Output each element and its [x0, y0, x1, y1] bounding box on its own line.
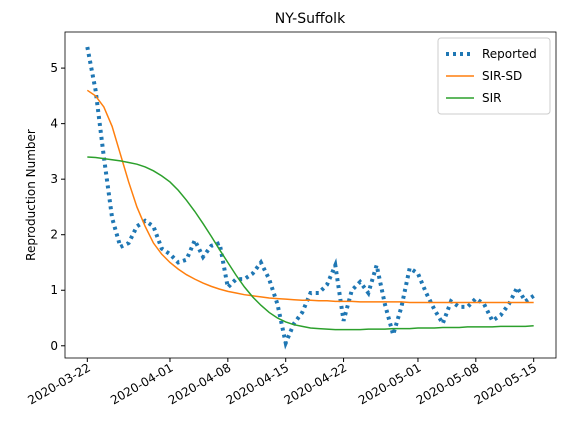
y-tick-label: 1	[50, 283, 58, 297]
x-tick-label: 2020-04-15	[224, 360, 291, 407]
x-tick-label: 2020-05-08	[414, 360, 481, 407]
x-tick-label: 2020-04-08	[166, 360, 233, 407]
y-tick-label: 0	[50, 339, 58, 353]
line-series	[87, 156, 534, 331]
legend-label: SIR-SD	[482, 69, 522, 83]
x-tick-label: 2020-04-22	[282, 360, 349, 407]
x-tick-label: 2020-05-01	[356, 360, 423, 407]
y-axis-label: Reproduction Number	[24, 129, 38, 261]
x-tick-label: 2020-05-15	[472, 360, 539, 407]
plot-frame	[64, 31, 557, 359]
legend-label: Reported	[482, 47, 537, 61]
y-tick-label: 4	[50, 117, 58, 131]
line-series	[86, 89, 534, 304]
line-series	[85, 46, 535, 350]
legend-label: SIR	[482, 91, 502, 105]
x-tick-label: 2020-04-01	[108, 360, 175, 407]
y-tick-label: 5	[50, 61, 58, 75]
y-tick-label: 3	[50, 172, 58, 186]
chart-title: NY-Suffolk	[275, 11, 346, 27]
x-tick-label: 2020-03-22	[25, 360, 92, 407]
legend-box	[437, 37, 551, 115]
y-tick-label: 2	[50, 228, 58, 242]
